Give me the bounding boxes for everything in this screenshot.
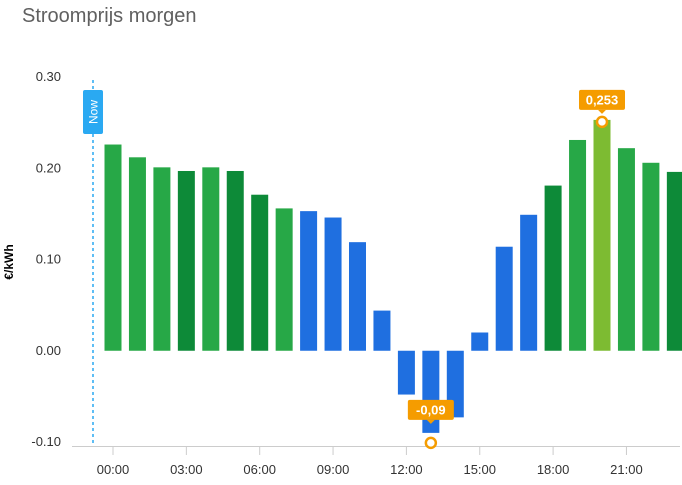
chart-title: Stroomprijs morgen	[22, 5, 197, 27]
value-badge-pointer	[598, 109, 606, 114]
value-badge-pointer	[426, 419, 435, 424]
y-tick-label: 0.10	[36, 252, 61, 267]
y-tick-label: 0.20	[36, 160, 61, 175]
price-bar[interactable]	[544, 185, 562, 351]
x-tick-label: 06:00	[243, 462, 276, 477]
y-tick-label: -0.10	[31, 434, 61, 449]
price-bar[interactable]	[275, 208, 293, 351]
price-bar[interactable]	[471, 332, 489, 351]
price-bar[interactable]	[128, 157, 146, 351]
price-bar[interactable]	[251, 194, 269, 351]
x-tick-label: 18:00	[537, 462, 570, 477]
price-bar[interactable]	[104, 144, 122, 351]
price-bar[interactable]	[569, 139, 587, 351]
price-bar[interactable]	[202, 167, 220, 351]
price-bar[interactable]	[153, 167, 171, 351]
price-bar[interactable]	[520, 214, 538, 351]
value-badge-label: 0,253	[586, 92, 619, 107]
x-tick-label: 12:00	[390, 462, 423, 477]
price-bar[interactable]	[373, 310, 391, 351]
now-label: Now	[87, 100, 101, 124]
price-bar[interactable]	[617, 148, 635, 351]
price-bar[interactable]	[177, 170, 195, 351]
y-tick-label: 0.30	[36, 69, 61, 84]
x-tick-label: 03:00	[170, 462, 203, 477]
price-bar[interactable]	[349, 242, 366, 351]
value-badge-label: -0,09	[416, 402, 446, 417]
x-tick-label: 00:00	[97, 462, 130, 477]
price-bar[interactable]	[666, 171, 682, 351]
x-tick-label: 09:00	[317, 462, 350, 477]
price-bar[interactable]	[300, 211, 318, 351]
y-tick-label: 0.00	[36, 343, 61, 358]
now-badge	[83, 90, 103, 134]
price-bar[interactable]	[642, 162, 660, 351]
price-bar[interactable]	[226, 170, 244, 351]
price-bar[interactable]	[495, 246, 513, 351]
value-badge	[579, 89, 625, 110]
y-axis-title: €/kWh	[2, 244, 16, 279]
value-marker-dot	[424, 436, 438, 450]
price-bar[interactable]	[397, 350, 415, 395]
price-bar[interactable]	[593, 119, 611, 351]
x-tick-label: 21:00	[610, 462, 643, 477]
price-bar[interactable]	[324, 217, 342, 351]
value-marker-dot	[595, 115, 609, 129]
value-badge	[407, 399, 454, 420]
x-tick-label: 15:00	[463, 462, 496, 477]
